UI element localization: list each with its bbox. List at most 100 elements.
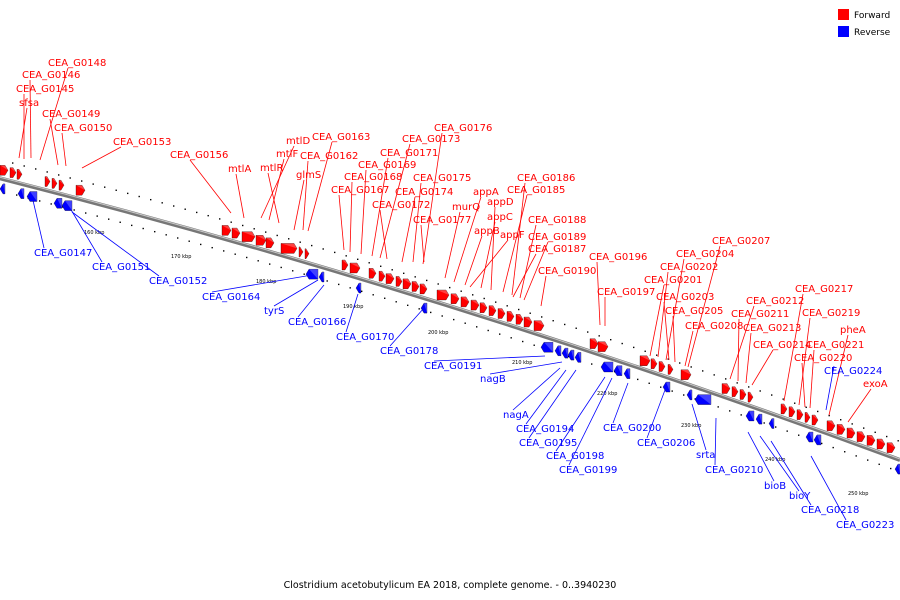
forward-gene[interactable]	[395, 276, 403, 287]
forward-gene-label[interactable]: CEA_G0185	[507, 185, 565, 196]
reverse-gene[interactable]	[61, 200, 73, 211]
forward-gene[interactable]	[255, 235, 267, 246]
reverse-gene[interactable]	[561, 347, 569, 359]
forward-gene-label[interactable]: pheA	[840, 325, 866, 336]
reverse-gene-label[interactable]: CEA_G0178	[380, 346, 438, 357]
reverse-gene-label[interactable]: CEA_G0198	[546, 451, 604, 462]
reverse-gene[interactable]	[305, 269, 319, 280]
forward-gene-label[interactable]: sfsa	[19, 98, 39, 109]
forward-gene[interactable]	[804, 412, 811, 423]
forward-gene[interactable]	[450, 293, 460, 304]
forward-gene-label[interactable]: mtlF	[276, 149, 298, 160]
forward-gene[interactable]	[488, 305, 497, 316]
forward-gene[interactable]	[788, 406, 796, 417]
forward-gene-label[interactable]: appC	[487, 212, 513, 223]
forward-gene[interactable]	[75, 185, 86, 196]
forward-gene[interactable]	[650, 358, 658, 369]
forward-gene[interactable]	[341, 259, 349, 271]
forward-gene[interactable]	[0, 165, 9, 176]
forward-gene-label[interactable]: CEA_G0207	[712, 236, 770, 247]
forward-gene[interactable]	[523, 316, 533, 328]
reverse-gene-label[interactable]: CEA_G0170	[336, 332, 394, 343]
forward-gene-label[interactable]: appD	[487, 197, 514, 208]
forward-gene-label[interactable]: glmS	[296, 170, 321, 181]
forward-gene[interactable]	[846, 427, 856, 439]
forward-gene[interactable]	[856, 431, 866, 442]
forward-gene[interactable]	[298, 246, 304, 258]
forward-gene[interactable]	[411, 281, 420, 292]
forward-gene[interactable]	[44, 176, 51, 187]
reverse-gene-label[interactable]: CEA_G0195	[519, 438, 577, 449]
forward-gene[interactable]	[667, 364, 674, 375]
reverse-gene-label[interactable]: bioB	[764, 481, 786, 492]
forward-gene-label[interactable]: CEA_G0167	[331, 185, 389, 196]
reverse-gene[interactable]	[686, 389, 693, 401]
forward-gene-label[interactable]: CEA_G0208	[685, 321, 743, 332]
reverse-gene-label[interactable]: CEA_G0147	[34, 248, 92, 259]
forward-gene[interactable]	[747, 391, 754, 403]
forward-gene[interactable]	[221, 225, 232, 236]
reverse-gene[interactable]	[574, 352, 582, 363]
reverse-gene-label[interactable]: bioY	[789, 491, 811, 502]
forward-gene[interactable]	[811, 414, 819, 426]
reverse-gene-label[interactable]: srta	[696, 450, 715, 461]
forward-gene[interactable]	[419, 283, 428, 295]
reverse-gene-label[interactable]: CEA_G0206	[637, 438, 695, 449]
reverse-gene-label[interactable]: CEA_G0210	[705, 465, 763, 476]
forward-gene[interactable]	[886, 442, 896, 453]
reverse-gene[interactable]	[805, 431, 814, 443]
forward-gene[interactable]	[658, 361, 666, 372]
forward-gene-label[interactable]: CEA_G0176	[434, 123, 492, 134]
forward-gene-label[interactable]: exoA	[863, 379, 888, 390]
forward-gene[interactable]	[836, 424, 846, 435]
forward-gene[interactable]	[639, 355, 651, 366]
forward-gene-label[interactable]: CEA_G0219	[802, 308, 860, 319]
forward-gene-label[interactable]: CEA_G0150	[54, 123, 112, 134]
forward-gene-label[interactable]: appA	[473, 187, 499, 198]
forward-gene[interactable]	[780, 403, 788, 415]
forward-gene-label[interactable]: appF	[500, 230, 525, 241]
forward-gene-label[interactable]: CEA_G0162	[300, 151, 358, 162]
forward-gene-label[interactable]: CEA_G0213	[743, 323, 801, 334]
forward-gene-label[interactable]: appB	[474, 226, 500, 237]
reverse-gene-label[interactable]: CEA_G0224	[824, 366, 882, 377]
reverse-gene[interactable]	[26, 191, 38, 202]
forward-gene-label[interactable]: CEA_G0172	[372, 200, 430, 211]
reverse-gene-label[interactable]: tyrS	[264, 306, 284, 317]
reverse-gene-label[interactable]: CEA_G0152	[149, 276, 207, 287]
reverse-gene[interactable]	[567, 349, 575, 361]
reverse-gene-label[interactable]: CEA_G0164	[202, 292, 260, 303]
reverse-gene[interactable]	[662, 381, 671, 393]
reverse-gene-label[interactable]: nagB	[480, 374, 506, 385]
forward-gene[interactable]	[51, 178, 58, 189]
forward-gene-label[interactable]: CEA_G0221	[806, 340, 864, 351]
forward-gene-label[interactable]: CEA_G0201	[644, 275, 702, 286]
reverse-gene[interactable]	[745, 410, 755, 422]
forward-gene[interactable]	[368, 268, 377, 279]
reverse-gene[interactable]	[768, 418, 775, 429]
forward-gene[interactable]	[265, 237, 275, 249]
reverse-gene[interactable]	[420, 302, 428, 314]
reverse-gene[interactable]	[0, 183, 6, 195]
forward-gene-label[interactable]: CEA_G0214	[753, 340, 811, 351]
forward-gene-label[interactable]: mtlR	[260, 163, 283, 174]
forward-gene-label[interactable]: CEA_G0168	[344, 172, 402, 183]
reverse-gene[interactable]	[813, 434, 822, 446]
forward-gene-label[interactable]: CEA_G0145	[16, 84, 74, 95]
forward-gene[interactable]	[721, 383, 731, 394]
forward-gene-label[interactable]: CEA_G0171	[380, 148, 438, 159]
forward-gene-label[interactable]: CEA_G0202	[660, 262, 718, 273]
forward-gene-label[interactable]: CEA_G0177	[413, 215, 471, 226]
reverse-gene[interactable]	[17, 188, 25, 199]
forward-gene-label[interactable]: CEA_G0148	[48, 58, 106, 69]
forward-gene[interactable]	[589, 338, 599, 349]
reverse-gene-label[interactable]: CEA_G0194	[516, 424, 574, 435]
forward-gene[interactable]	[479, 302, 488, 313]
reverse-gene-label[interactable]: CEA_G0199	[559, 465, 617, 476]
forward-gene-label[interactable]: CEA_G0175	[413, 173, 471, 184]
forward-gene[interactable]	[241, 231, 256, 242]
forward-gene-label[interactable]: CEA_G0203	[656, 292, 714, 303]
forward-gene-label[interactable]: CEA_G0189	[528, 232, 586, 243]
reverse-gene[interactable]	[53, 198, 63, 209]
forward-gene-label[interactable]: CEA_G0146	[22, 70, 80, 81]
